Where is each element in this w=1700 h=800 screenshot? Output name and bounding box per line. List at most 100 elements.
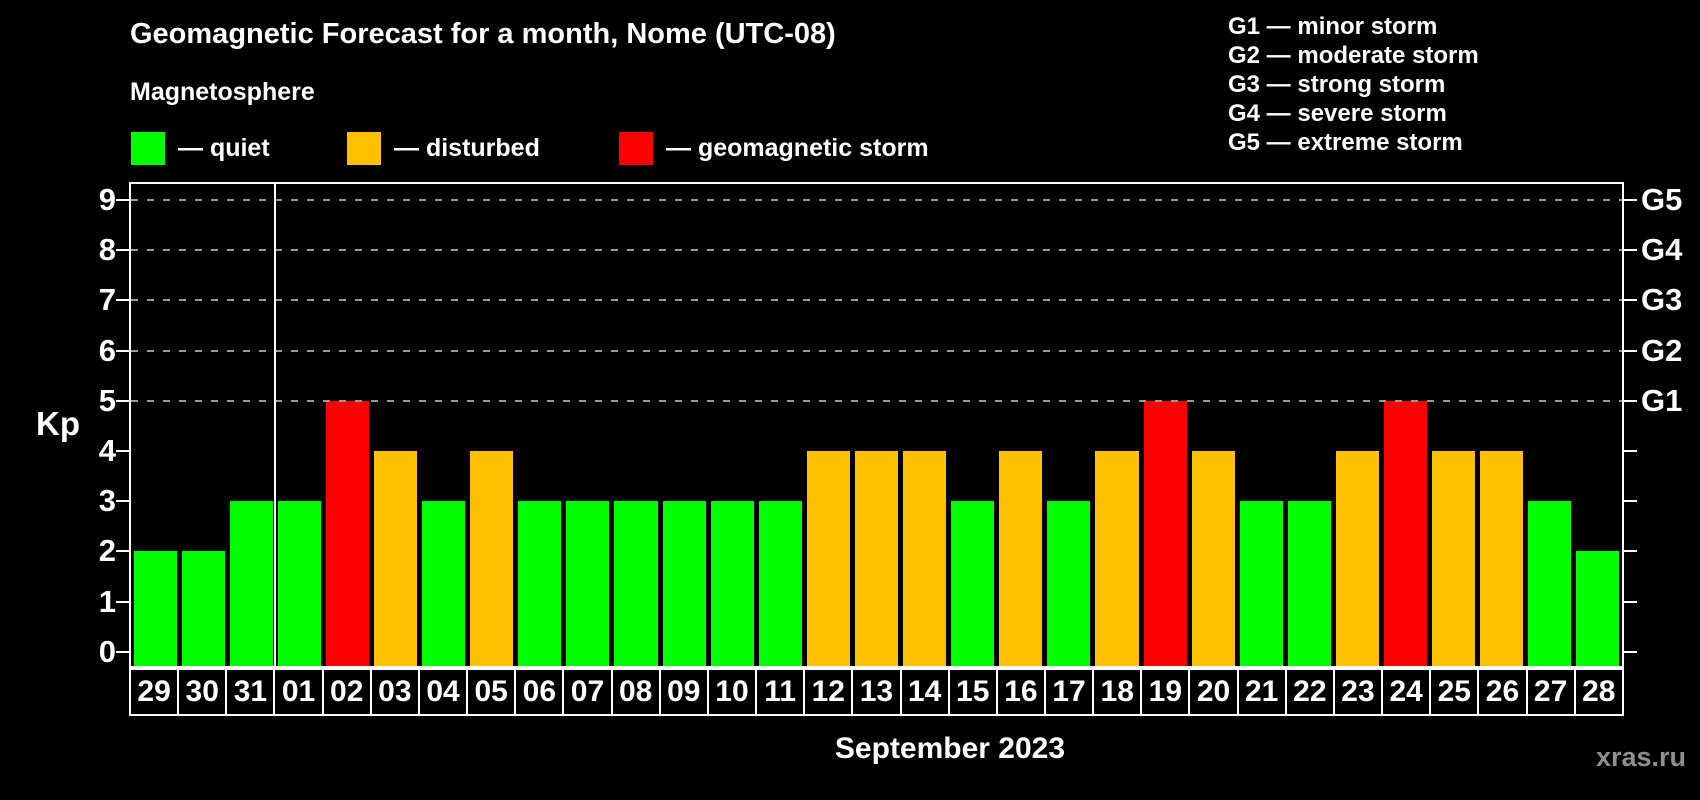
y-axis-tick-left xyxy=(116,299,129,302)
kp-bar xyxy=(1143,400,1187,666)
kp-bar xyxy=(662,501,706,666)
day-label-cell: 08 xyxy=(610,668,661,716)
y-tick-label: 8 xyxy=(98,232,116,268)
month-boundary-line xyxy=(274,184,277,666)
day-label-cell: 07 xyxy=(562,668,613,716)
y-axis-tick-right xyxy=(1624,299,1637,302)
kp-bar xyxy=(566,501,610,666)
kp-bar xyxy=(470,451,514,666)
watermark: xras.ru xyxy=(1595,742,1686,772)
g-axis-label-g1: G1 xyxy=(1641,382,1683,418)
y-axis-tick-left xyxy=(116,249,129,252)
kp-bar xyxy=(1095,451,1139,666)
chart-subtitle: Magnetosphere xyxy=(130,78,315,106)
kp-bar xyxy=(229,501,273,666)
y-tick-label: 6 xyxy=(98,332,116,368)
kp-bar xyxy=(1384,400,1428,666)
kp-bar xyxy=(1432,451,1476,666)
day-label-cell: 19 xyxy=(1140,668,1191,716)
y-tick-label: 5 xyxy=(98,382,116,418)
day-label-cell: 15 xyxy=(947,668,998,716)
day-label-cell: 13 xyxy=(851,668,902,716)
kp-bar xyxy=(325,400,369,666)
day-label-cell: 16 xyxy=(995,668,1046,716)
y-axis-tick-left xyxy=(116,600,129,603)
day-label-cell: 12 xyxy=(803,668,854,716)
y-axis-tick-left xyxy=(116,500,129,503)
kp-bar xyxy=(133,551,177,666)
y-tick-label: 4 xyxy=(98,433,116,468)
gridline-kp9 xyxy=(131,199,1622,201)
legend-item-quiet: — quiet xyxy=(131,132,270,165)
g-axis-label-g5: G5 xyxy=(1641,182,1683,217)
g-scale-legend: G1 — minor storm G2 — moderate storm G3 … xyxy=(1228,12,1479,157)
gridline-kp5 xyxy=(131,399,1622,402)
y-tick-label: 9 xyxy=(98,182,116,217)
g-axis-label-g3: G3 xyxy=(1641,282,1683,318)
quiet-swatch-icon xyxy=(131,132,165,165)
day-label-cell: 01 xyxy=(273,668,324,716)
day-label-cell: 20 xyxy=(1188,668,1239,716)
day-label-cell: 04 xyxy=(417,668,469,716)
g-axis-label-g4: G4 xyxy=(1641,232,1683,268)
legend-item-disturbed: — disturbed xyxy=(347,132,540,165)
legend-label-disturbed: — disturbed xyxy=(394,134,540,162)
kp-bar xyxy=(1287,501,1331,666)
day-label-cell: 17 xyxy=(1043,668,1095,716)
y-axis-tick-right xyxy=(1624,600,1637,603)
y-tick-label: 0 xyxy=(98,633,116,669)
g-legend-line-g2: G2 — moderate storm xyxy=(1228,42,1479,69)
day-label-cell: 06 xyxy=(514,668,565,716)
day-label-cell: 10 xyxy=(706,668,758,716)
y-tick-label: 1 xyxy=(98,583,116,619)
day-label-cell: 14 xyxy=(899,668,950,716)
y-tick-label: 7 xyxy=(98,282,116,318)
y-axis-tick-left xyxy=(116,349,129,352)
kp-bar xyxy=(1335,451,1379,666)
legend-label-storm: — geomagnetic storm xyxy=(666,134,929,162)
kp-bar xyxy=(758,501,802,666)
y-axis-tick-right xyxy=(1624,500,1637,503)
day-label-cell: 23 xyxy=(1332,668,1384,716)
kp-bar xyxy=(373,451,418,666)
kp-bar xyxy=(277,501,321,666)
kp-bar xyxy=(1528,501,1572,666)
kp-bar xyxy=(854,451,899,666)
day-label-cell: 24 xyxy=(1381,668,1432,716)
y-axis-tick-left xyxy=(116,450,129,452)
kp-bar xyxy=(951,501,995,666)
kp-bar xyxy=(806,451,850,666)
kp-bar xyxy=(1047,501,1091,666)
x-axis-title: September 2023 xyxy=(834,732,1066,765)
day-label-cell: 05 xyxy=(466,668,517,716)
y-axis-title: Kp xyxy=(36,405,80,442)
plot-area xyxy=(116,182,1637,668)
y-tick-label: 3 xyxy=(98,483,116,519)
day-label-cell: 22 xyxy=(1284,668,1335,716)
y-axis-tick-right xyxy=(1624,399,1637,402)
y-axis-tick-right xyxy=(1624,450,1637,452)
kp-bar xyxy=(422,501,466,666)
storm-swatch-icon xyxy=(619,132,653,165)
kp-bar xyxy=(903,451,947,666)
page-title: Geomagnetic Forecast for a month, Nome (… xyxy=(130,18,836,50)
g-axis-label-g2: G2 xyxy=(1641,332,1683,368)
y-axis-tick-left xyxy=(116,399,129,402)
gridline-kp8 xyxy=(131,249,1622,252)
y-axis-tick-right xyxy=(1624,199,1637,201)
day-label-row: 29 30 31 01 02 03 04 05 06 07 08 09 10 11 12 13 14 15 16 17… xyxy=(129,668,1624,716)
y-axis-tick-right xyxy=(1624,349,1637,352)
kp-bar xyxy=(614,501,658,666)
day-label-cell: 31 xyxy=(225,668,276,716)
y-axis-tick-left xyxy=(116,550,129,553)
day-label-cell: 02 xyxy=(321,668,372,716)
kp-bar xyxy=(999,451,1043,666)
y-axis-tick-right xyxy=(1624,249,1637,252)
kp-bar xyxy=(181,551,225,666)
g-legend-line-g5: G5 — extreme storm xyxy=(1228,129,1463,156)
bars-layer xyxy=(131,184,1622,666)
day-label-cell: 25 xyxy=(1429,668,1480,716)
kp-bar xyxy=(1576,551,1620,666)
y-axis-tick-labels: 0 1 2 3 4 5 6 7 8 9 xyxy=(0,182,116,669)
